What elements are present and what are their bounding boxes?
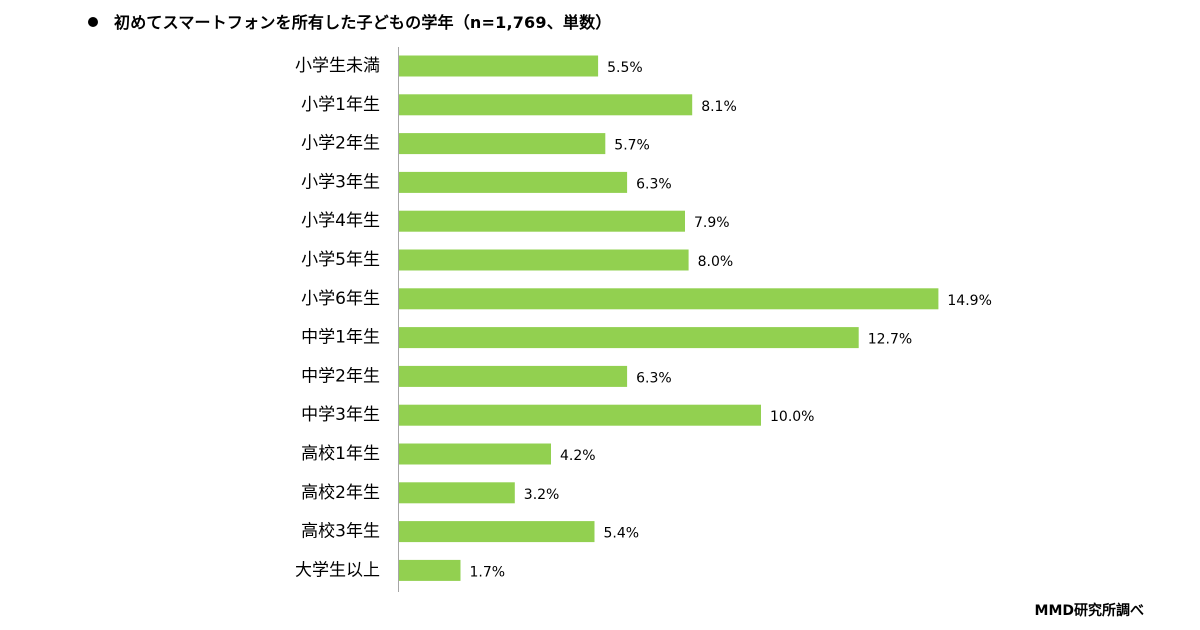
bar-6 <box>399 249 689 271</box>
value-label-12: 3.2% <box>524 487 560 503</box>
value-label-8: 12.7% <box>868 332 912 348</box>
bar-11 <box>399 443 551 465</box>
bars-group <box>399 55 939 581</box>
value-label-13: 5.4% <box>604 526 640 542</box>
value-label-7: 14.9% <box>947 293 991 309</box>
value-label-2: 8.1% <box>701 99 737 115</box>
category-label-4: 小学3年生 <box>301 172 380 192</box>
value-label-14: 1.7% <box>470 564 506 580</box>
value-label-10: 10.0% <box>770 409 814 425</box>
bar-7 <box>399 288 939 310</box>
category-label-8: 中学1年生 <box>301 328 380 348</box>
category-label-11: 高校1年生 <box>301 444 380 464</box>
value-label-4: 6.3% <box>636 176 672 192</box>
category-label-1: 小学生未満 <box>295 56 380 76</box>
category-label-3: 小学2年生 <box>301 134 380 154</box>
category-label-9: 中学2年生 <box>301 366 380 386</box>
chart-title-text: 初めてスマートフォンを所有した子どもの学年（n=1,769、単数） <box>114 13 612 32</box>
bar-2 <box>399 94 693 116</box>
category-labels-group: 小学生未満小学1年生小学2年生小学3年生小学4年生小学5年生小学6年生中学1年生… <box>295 56 380 580</box>
bar-9 <box>399 365 628 387</box>
bar-8 <box>399 327 859 349</box>
bar-5 <box>399 210 685 232</box>
value-label-3: 5.7% <box>614 138 650 154</box>
chart-title: 初めてスマートフォンを所有した子どもの学年（n=1,769、単数） <box>88 9 612 33</box>
category-label-7: 小学6年生 <box>301 289 380 309</box>
value-labels-group: 5.5% 8.1% 5.7% 6.3% 7.9% 8.0% 14.9% 12.7% 6.3% 10… <box>470 60 992 580</box>
value-label-11: 4.2% <box>560 448 596 464</box>
source-credit: MMD研究所調べ <box>1034 603 1144 619</box>
category-label-14: 大学生以上 <box>295 560 380 580</box>
category-label-5: 小学4年生 <box>301 211 380 231</box>
bar-14 <box>399 559 461 581</box>
category-label-12: 高校2年生 <box>301 483 380 503</box>
bar-13 <box>399 521 595 543</box>
bar-3 <box>399 133 606 155</box>
value-label-6: 8.0% <box>698 254 734 270</box>
category-label-13: 高校3年生 <box>301 522 380 542</box>
value-label-1: 5.5% <box>607 60 643 76</box>
category-label-2: 小学1年生 <box>301 95 380 115</box>
category-label-6: 小学5年生 <box>301 250 380 270</box>
bar-1 <box>399 55 599 77</box>
bullet-icon <box>88 17 98 27</box>
value-label-5: 7.9% <box>694 215 730 231</box>
value-label-9: 6.3% <box>636 370 672 386</box>
bar-4 <box>399 171 628 193</box>
category-label-10: 中学3年生 <box>301 405 380 425</box>
bar-10 <box>399 404 761 426</box>
bar-12 <box>399 482 515 504</box>
